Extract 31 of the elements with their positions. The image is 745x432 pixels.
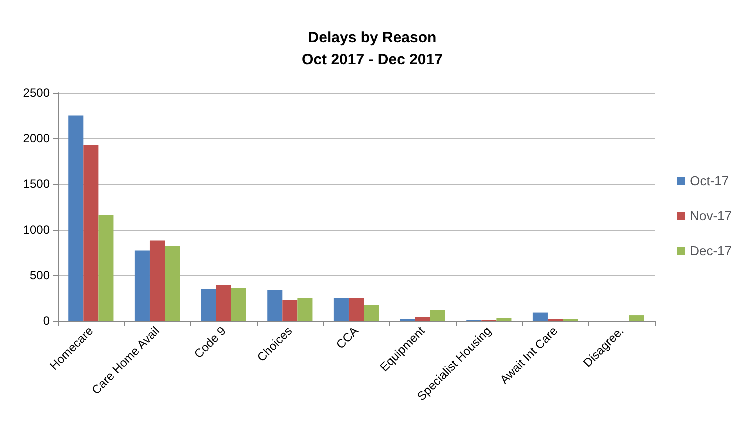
y-tick-label: 1000	[23, 222, 50, 237]
legend-label: Oct-17	[690, 174, 730, 188]
bar	[165, 246, 180, 321]
y-tick-label: 1500	[23, 177, 50, 192]
bar	[496, 318, 512, 321]
y-tick-label: 2000	[23, 132, 50, 146]
bar	[282, 300, 298, 321]
bar	[98, 215, 114, 321]
legend-label: Dec-17	[690, 244, 732, 258]
bar	[68, 116, 84, 321]
bar	[298, 298, 313, 321]
bar	[134, 250, 150, 321]
bar	[532, 312, 548, 321]
bar	[348, 298, 364, 321]
chart-title: Delays by Reason Oct 2017 - Dec 2017	[302, 30, 443, 68]
bar	[231, 288, 246, 321]
bar	[268, 290, 283, 321]
bar	[150, 240, 166, 321]
bar	[201, 289, 216, 321]
bar	[629, 316, 644, 321]
legend-label: Nov-17	[690, 208, 732, 224]
bar	[84, 144, 99, 321]
bar	[216, 285, 232, 321]
bar	[334, 298, 349, 321]
x-tick-label: CCA	[334, 324, 362, 352]
y-tick-label: 500	[30, 268, 50, 282]
bar	[364, 305, 380, 321]
y-tick-label: 0	[43, 314, 50, 328]
bar	[415, 317, 430, 321]
bar	[430, 310, 446, 321]
y-tick-label: 2500	[23, 86, 50, 100]
